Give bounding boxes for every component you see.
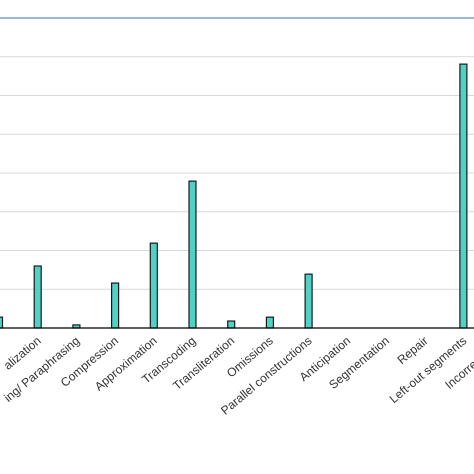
bar <box>188 180 197 329</box>
bar <box>149 242 158 329</box>
bar <box>110 282 120 329</box>
bar <box>227 320 236 329</box>
bar <box>265 316 274 329</box>
bar <box>33 265 42 329</box>
bar <box>459 63 468 329</box>
bar <box>0 316 4 329</box>
bar <box>304 273 313 329</box>
